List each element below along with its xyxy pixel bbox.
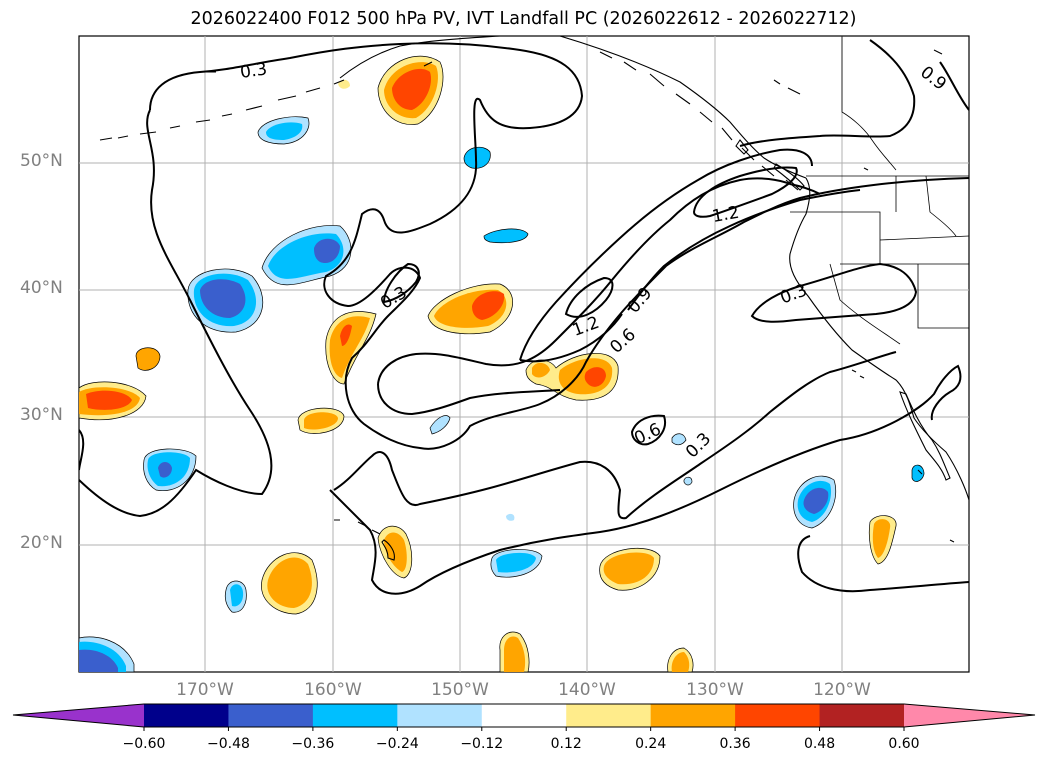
ivt-contour-0.3: [79, 109, 273, 518]
colorbar-tick-label: 0.36: [719, 736, 751, 752]
hawaii-islands: [334, 519, 395, 561]
ivt-contour-0.9: [519, 313, 623, 363]
colorbar-segment: [735, 704, 821, 727]
ivt-contour-0.6: [630, 414, 666, 446]
pv-anomaly-negative: [683, 476, 693, 486]
contour-label: 1.2: [711, 203, 741, 227]
pv-shading: [79, 55, 925, 672]
ivt-contour-0.3: [79, 429, 85, 471]
ivt-contour-0.3: [333, 351, 897, 520]
lat-label-20: 20°N: [20, 533, 63, 553]
ivt-contour-0.3: [149, 42, 969, 450]
pv-anomaly-negative: [200, 279, 246, 318]
pv-anomaly-negative: [79, 649, 118, 672]
pv-anomaly-negative: [671, 433, 687, 446]
colorbar-tick-label: 0.24: [635, 736, 667, 752]
ivt-contour-0.3: [329, 364, 962, 595]
political-borders: [790, 36, 969, 345]
colorbar-tick-label: −0.36: [291, 736, 335, 752]
lat-label-30: 30°N: [20, 405, 63, 425]
colorbar-segment: [650, 704, 736, 727]
pv-anomaly-negative: [496, 552, 536, 573]
pv-anomaly-negative: [506, 513, 515, 521]
colorbar-tick-label: −0.60: [122, 736, 166, 752]
colorbar-segment: [819, 704, 905, 727]
ivt-contours: [79, 39, 969, 595]
pv-anomaly-positive: [329, 316, 370, 378]
coastlines: [99, 36, 969, 561]
pv-anomaly-negative: [314, 238, 340, 264]
pv-anomaly-negative: [911, 464, 925, 482]
pv-anomaly-positive: [304, 412, 338, 430]
alaska-gulf-coast: [559, 36, 807, 179]
baja-california: [899, 391, 951, 481]
colorbar-extension-high: [904, 704, 1035, 727]
ivt-contour-0.3: [382, 262, 420, 304]
pv-anomaly-positive: [86, 390, 132, 410]
pv-anomaly-negative: [429, 415, 451, 435]
contour-label: 0.3: [239, 59, 269, 83]
ivt-contour-0.3: [797, 535, 969, 593]
pv-anomaly-positive: [135, 347, 161, 371]
lon-label-170: 170°W: [176, 680, 234, 700]
haida-gwaii: [735, 139, 749, 155]
colorbar-segment: [228, 704, 314, 727]
pv-anomaly-positive: [603, 552, 654, 585]
map-plot: 0.3 0.9 1.2 0.3 1.2 0.9 0.6 0.3 0.6 0.3: [78, 35, 970, 673]
pv-anomaly-negative: [230, 584, 244, 607]
colorbar-tick-label: −0.24: [375, 736, 419, 752]
pv-anomaly-positive: [384, 532, 407, 572]
ivt-contour-0.9: [939, 61, 969, 111]
colorbar-tick-label: 0.48: [803, 736, 836, 752]
pv-anomaly-negative: [158, 462, 172, 478]
colorbar-tick-label: 0.60: [888, 736, 920, 752]
lon-label-120: 120°W: [813, 680, 871, 700]
pv-anomaly-negative: [803, 487, 829, 514]
pv-anomaly-positive: [872, 519, 891, 558]
ivt-contour-0.3: [750, 262, 918, 323]
pv-anomaly-positive: [671, 652, 690, 672]
pv-anomaly-positive: [392, 68, 432, 110]
lon-label-160: 160°W: [304, 680, 362, 700]
pv-anomaly-positive: [338, 79, 350, 89]
colorbar-segment: [312, 704, 398, 727]
pv-anomaly-positive: [532, 362, 550, 378]
pv-anomaly-positive: [267, 557, 312, 608]
small-islands: [851, 167, 955, 543]
ivt-contour-0.6: [377, 383, 561, 416]
pv-anomaly-positive: [340, 324, 352, 346]
ivt-contour-0.9: [627, 189, 861, 311]
map-frame: [78, 35, 970, 673]
lon-label-140: 140°W: [558, 680, 616, 700]
state-border: [790, 211, 969, 345]
lat-label-50: 50°N: [20, 151, 63, 171]
na-west-coast: [789, 177, 969, 501]
pv-anomaly-positive: [504, 636, 526, 672]
colorbar-segment: [481, 704, 567, 727]
ivt-contour-0.9: [519, 148, 813, 361]
colorbar-tick-label: −0.12: [460, 736, 504, 752]
colorbar-segment: [397, 704, 483, 727]
lon-label-150: 150°W: [431, 680, 489, 700]
vancouver-island: [773, 163, 805, 191]
alaska-canada-border: [841, 36, 897, 171]
pv-anomaly-negative: [266, 122, 303, 140]
map-title: 2026022400 F012 500 hPa PV, IVT Landfall…: [190, 9, 857, 29]
lat-label-40: 40°N: [20, 278, 63, 298]
canada-coast: [773, 49, 943, 95]
colorbar-tick-label: −0.48: [206, 736, 250, 752]
ivt-contour-1.2: [692, 166, 798, 218]
alaska-coast: [339, 36, 501, 79]
pv-anomaly-positive: [472, 291, 505, 320]
ivt-contour-0.9: [739, 39, 916, 147]
colorbar-extension-low: [13, 704, 144, 727]
colorbar-segment: [566, 704, 652, 727]
pv-anomaly-negative: [483, 228, 529, 244]
colorbar-outline: [12, 703, 1036, 728]
pv-anomaly-positive: [584, 367, 606, 387]
colorbar-tick-label: 0.12: [550, 736, 582, 752]
colorbar-segment: [144, 704, 229, 727]
lon-label-130: 130°W: [686, 680, 744, 700]
ivt-contour-1.2: [564, 276, 614, 318]
